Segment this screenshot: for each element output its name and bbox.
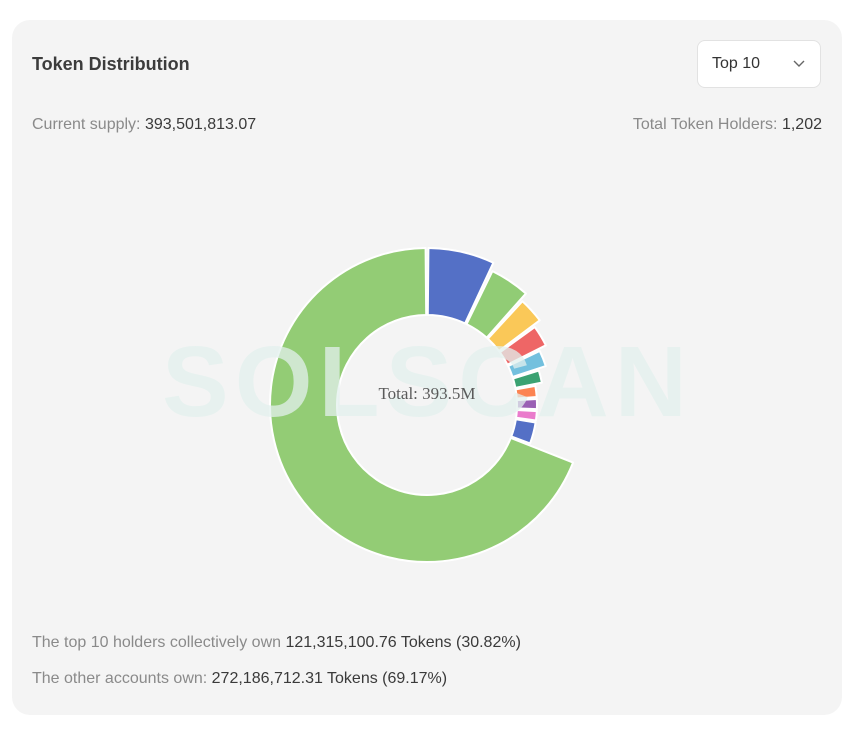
- donut-slice-1[interactable]: [269, 247, 575, 563]
- donut-slice-6[interactable]: [507, 349, 547, 378]
- donut-slice-4[interactable]: [486, 300, 541, 352]
- top-holders-dropdown[interactable]: Top 10: [697, 40, 821, 88]
- donut-slice-7[interactable]: [512, 369, 543, 389]
- other-accounts-summary: The other accounts own: 272,186,712.31 T…: [32, 670, 447, 688]
- donut-slice-11[interactable]: [510, 418, 537, 445]
- chevron-down-icon: [792, 57, 806, 71]
- donut-slice-3[interactable]: [465, 270, 527, 339]
- total-holders: Total Token Holders: 1,202: [633, 116, 822, 134]
- supply-row: Current supply: 393,501,813.07 Total Tok…: [32, 116, 822, 134]
- token-distribution-card: Token Distribution Top 10 Current supply…: [12, 20, 842, 715]
- solscan-watermark: SOLSCAN: [162, 326, 693, 438]
- donut-slice-8[interactable]: [514, 384, 538, 400]
- donut-svg: [269, 247, 575, 563]
- dropdown-selected-value: Top 10: [712, 55, 761, 72]
- current-supply-label: Current supply:: [32, 116, 145, 133]
- card-title: Token Distribution: [32, 54, 190, 74]
- top-holders-summary: The top 10 holders collectively own 121,…: [32, 634, 521, 652]
- donut-slice-2[interactable]: [426, 247, 495, 325]
- distribution-donut-chart: SOLSCAN Total: 393.5M: [12, 170, 842, 610]
- other-accounts-summary-value: 272,186,712.31 Tokens (69.17%): [211, 670, 448, 687]
- donut-slice-9[interactable]: [515, 398, 538, 411]
- total-holders-label: Total Token Holders:: [632, 116, 782, 133]
- donut-slice-5[interactable]: [498, 326, 547, 366]
- donut-slice-10[interactable]: [515, 409, 538, 422]
- top-holders-summary-value: 121,315,100.76 Tokens (30.82%): [285, 634, 521, 651]
- top-holders-summary-label: The top 10 holders collectively own: [32, 634, 286, 651]
- current-supply: Current supply: 393,501,813.07: [32, 116, 256, 134]
- other-accounts-summary-label: The other accounts own:: [32, 670, 212, 687]
- total-holders-value: 1,202: [781, 116, 822, 133]
- current-supply-value: 393,501,813.07: [144, 116, 257, 133]
